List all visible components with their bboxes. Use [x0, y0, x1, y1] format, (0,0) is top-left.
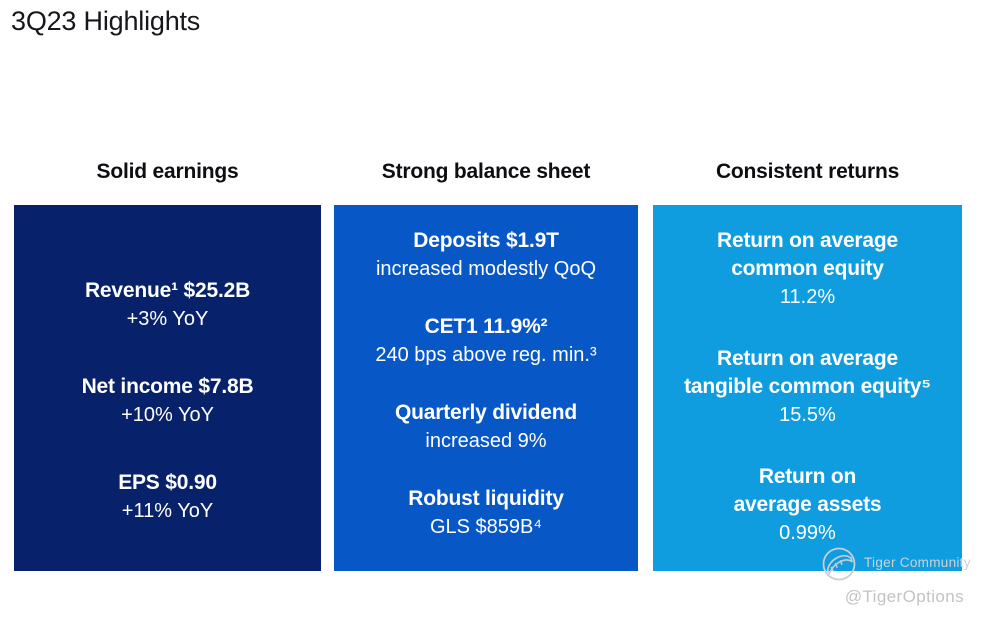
column-header: Solid earnings [96, 160, 239, 183]
metric-detail: 11.2% [779, 286, 836, 308]
tiger-community-logo-icon [822, 547, 856, 581]
metric-detail: +10% YoY [121, 404, 214, 426]
metric-detail: 15.5% [779, 404, 836, 426]
metric-heading: Return on average assets [733, 465, 882, 516]
page-title: 3Q23 Highlights [11, 6, 201, 36]
column-solid-earnings: Solid earnings Revenue¹ $25.2B +3% YoY N… [14, 160, 321, 571]
column-header: Consistent returns [715, 160, 900, 183]
metric-group: CET1 11.9%² 240 bps above reg. min.³ [375, 313, 596, 369]
metric-group: Return on average assets 0.99% [734, 463, 882, 547]
metric-heading: Deposits $1.9T [413, 229, 559, 252]
metric-detail: +3% YoY [126, 308, 209, 330]
column-returns: Consistent returns Return on average com… [653, 160, 962, 571]
watermark-handle-label: @TigerOptions [844, 587, 964, 606]
metric-detail: 240 bps above reg. min.³ [375, 344, 597, 366]
balance-sheet-panel: Deposits $1.9T increased modestly QoQ CE… [334, 205, 638, 571]
metric-group: Revenue¹ $25.2B +3% YoY [85, 277, 250, 333]
metric-group: Return on average tangible common equity… [684, 345, 931, 429]
metric-heading: Net income $7.8B [81, 375, 254, 398]
metric-detail: 0.99% [779, 522, 836, 544]
metric-detail: +11% YoY [121, 500, 214, 522]
earnings-panel: Revenue¹ $25.2B +3% YoY Net income $7.8B… [14, 205, 321, 571]
column-header: Strong balance sheet [381, 160, 591, 183]
metric-heading: Return on average tangible common equity… [684, 347, 931, 398]
metric-detail: GLS $859B⁴ [429, 516, 542, 538]
metric-heading: Robust liquidity [408, 487, 564, 510]
metric-heading: Return on average common equity [717, 229, 898, 280]
metric-group: Robust liquidity GLS $859B⁴ [408, 485, 564, 541]
metric-group: Quarterly dividend increased 9% [395, 399, 577, 455]
metric-group: Net income $7.8B +10% YoY [82, 373, 254, 429]
metric-group: Return on average common equity 11.2% [717, 227, 898, 311]
watermark-community-label: Tiger Community [864, 555, 971, 570]
metric-group: Deposits $1.9T increased modestly QoQ [376, 227, 596, 283]
metric-group: EPS $0.90 +11% YoY [118, 469, 217, 525]
metric-heading: Revenue¹ $25.2B [84, 279, 251, 302]
metric-detail: increased 9% [425, 430, 547, 452]
metric-heading: Quarterly dividend [395, 401, 577, 424]
metric-heading: CET1 11.9%² [424, 315, 548, 338]
metric-detail: increased modestly QoQ [375, 258, 597, 280]
metric-heading: EPS $0.90 [118, 471, 217, 494]
returns-panel: Return on average common equity 11.2% Re… [653, 205, 962, 571]
column-balance-sheet: Strong balance sheet Deposits $1.9T incr… [334, 160, 638, 571]
